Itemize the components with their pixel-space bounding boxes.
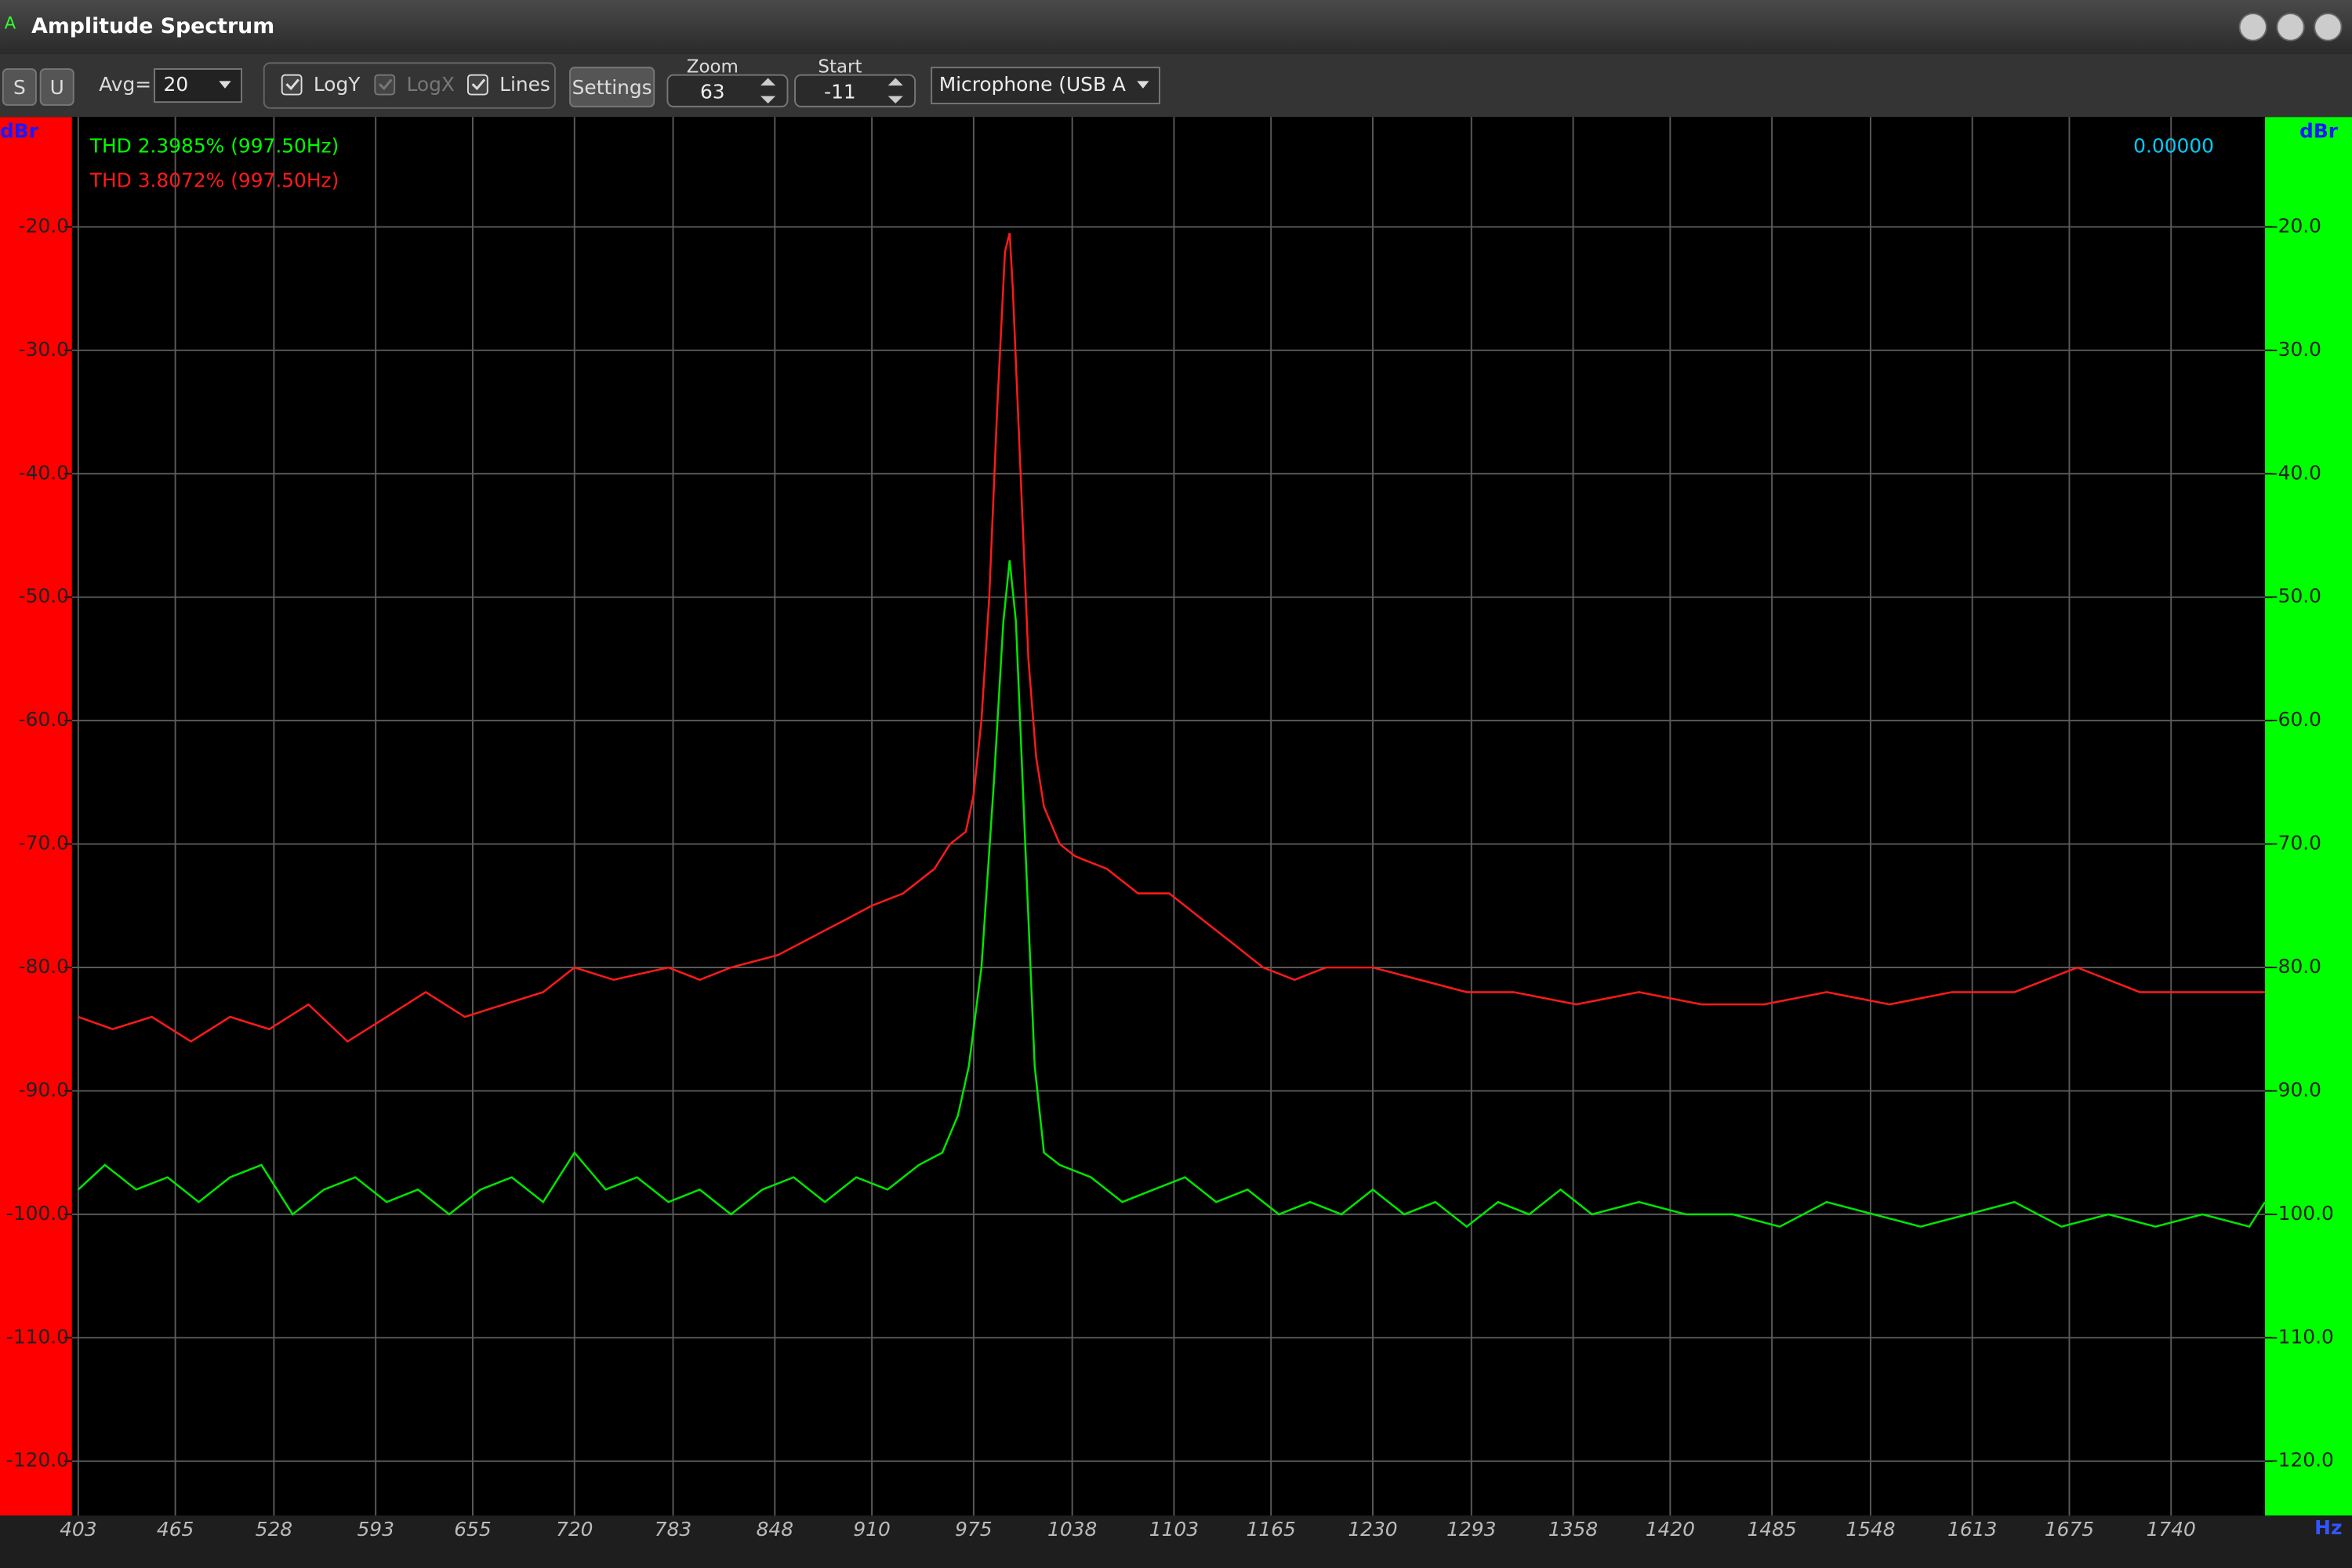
x-tick-label: 1740 [2147, 1518, 2196, 1541]
cursor-value: 0.00000 [2133, 135, 2214, 158]
x-tick-label: 1165 [1247, 1518, 1296, 1541]
spin-label: Start [818, 57, 862, 78]
y-tick-label: -100.0 [6, 1202, 69, 1225]
y-tick-label: -90.0 [19, 1078, 69, 1101]
x-tick-label: 848 [757, 1518, 793, 1541]
right-axis-bar [2265, 117, 2352, 1516]
y-tick-label: -40.0 [19, 461, 69, 484]
spin-arrows [760, 78, 776, 104]
spin-box[interactable] [794, 74, 916, 107]
y-tick-label: -30.0 [2271, 338, 2321, 361]
y-tick-label: -100.0 [2271, 1202, 2334, 1225]
y-tick-label: -70.0 [2271, 832, 2321, 855]
checkbox-label: LogX [406, 73, 454, 96]
x-tick-label: 783 [655, 1518, 691, 1541]
toggle-button[interactable] [2, 68, 37, 106]
settings-button[interactable] [569, 67, 655, 107]
y-axis-label: dBr [2299, 119, 2339, 142]
app-icon: A [5, 13, 16, 33]
check-mark [471, 78, 486, 91]
maximize-button[interactable] [2276, 13, 2305, 42]
spin-label: Zoom [687, 57, 739, 78]
x-tick-label: 1293 [1446, 1518, 1496, 1541]
y-tick-label: -110.0 [6, 1325, 69, 1348]
y-tick-label: -80.0 [2271, 955, 2321, 978]
device-name: Microphone (USB A [939, 73, 1126, 96]
y-tick-label: -50.0 [19, 585, 69, 608]
check-mark [285, 78, 299, 91]
check-mark [378, 78, 393, 91]
x-tick-label: 975 [955, 1518, 992, 1541]
spin-arrows [887, 78, 903, 104]
y-tick-label: -60.0 [19, 708, 69, 731]
spectrum-line [78, 560, 2267, 1229]
window-title: Amplitude Spectrum [31, 14, 274, 38]
left-axis-bar [0, 117, 72, 1516]
checkbox[interactable] [281, 74, 303, 96]
x-tick-label: 1613 [1947, 1518, 1997, 1541]
y-axis-label: dBr [0, 119, 39, 142]
spectrum-line [78, 232, 2266, 1043]
x-tick-label: 655 [454, 1518, 491, 1541]
x-tick-label: 720 [556, 1518, 593, 1541]
x-tick-label: 1230 [1348, 1518, 1397, 1541]
x-tick-label: 1675 [2045, 1518, 2094, 1541]
y-tick-label: -20.0 [19, 214, 69, 237]
close-button[interactable] [2314, 13, 2343, 42]
y-tick-label: -120.0 [2271, 1449, 2334, 1472]
x-tick-label: 1038 [1047, 1518, 1097, 1541]
y-tick-label: -30.0 [19, 338, 69, 361]
x-tick-label: 910 [853, 1518, 890, 1541]
x-axis-strip [0, 1515, 2352, 1568]
y-tick-label: -70.0 [19, 832, 69, 855]
x-tick-label: 593 [357, 1518, 394, 1541]
thd-annotation: THD 3.8072% (997.50Hz) [89, 169, 339, 192]
x-tick-label: 1548 [1846, 1518, 1895, 1541]
y-tick-label: -40.0 [2271, 461, 2321, 484]
dropdown-arrow [219, 81, 231, 89]
y-tick-label: -60.0 [2271, 708, 2321, 731]
y-tick-label: -80.0 [19, 955, 69, 978]
x-tick-label: 465 [157, 1518, 194, 1541]
minimize-button[interactable] [2238, 13, 2267, 42]
spin-value: -11 [824, 81, 856, 103]
y-tick-label: -110.0 [2271, 1325, 2334, 1348]
checkbox[interactable] [466, 74, 488, 96]
toggle-button-label: U [50, 76, 64, 99]
settings-button-label: Settings [572, 76, 652, 99]
thd-annotation: THD 2.3985% (997.50Hz) [89, 135, 339, 158]
y-tick-label: -90.0 [2271, 1078, 2321, 1101]
device-select[interactable] [931, 67, 1160, 105]
spin-box[interactable] [666, 74, 789, 107]
plot-area [71, 117, 2266, 1516]
toggle-button[interactable] [39, 68, 74, 106]
checkbox-label: LogY [314, 73, 361, 96]
x-tick-label: 1485 [1747, 1518, 1796, 1541]
x-tick-label: 403 [60, 1518, 96, 1541]
x-tick-label: 528 [256, 1518, 292, 1541]
y-tick-label: -120.0 [6, 1449, 69, 1472]
title-bar [0, 0, 2352, 54]
x-tick-label: 1103 [1149, 1518, 1199, 1541]
dropdown-arrow [1137, 81, 1149, 89]
checkbox-label: Lines [499, 73, 550, 96]
avg-label: Avg= [99, 73, 151, 96]
checkbox [374, 74, 396, 96]
x-axis-label: Hz [2314, 1516, 2342, 1539]
y-tick-label: -20.0 [2271, 214, 2321, 237]
checkbox-group [263, 62, 556, 109]
avg-value: 20 [164, 73, 189, 96]
x-tick-label: 1358 [1548, 1518, 1598, 1541]
toggle-button-label: S [13, 76, 26, 99]
x-tick-label: 1420 [1646, 1518, 1695, 1541]
y-tick-label: -50.0 [2271, 585, 2321, 608]
spin-value: 63 [700, 81, 725, 103]
